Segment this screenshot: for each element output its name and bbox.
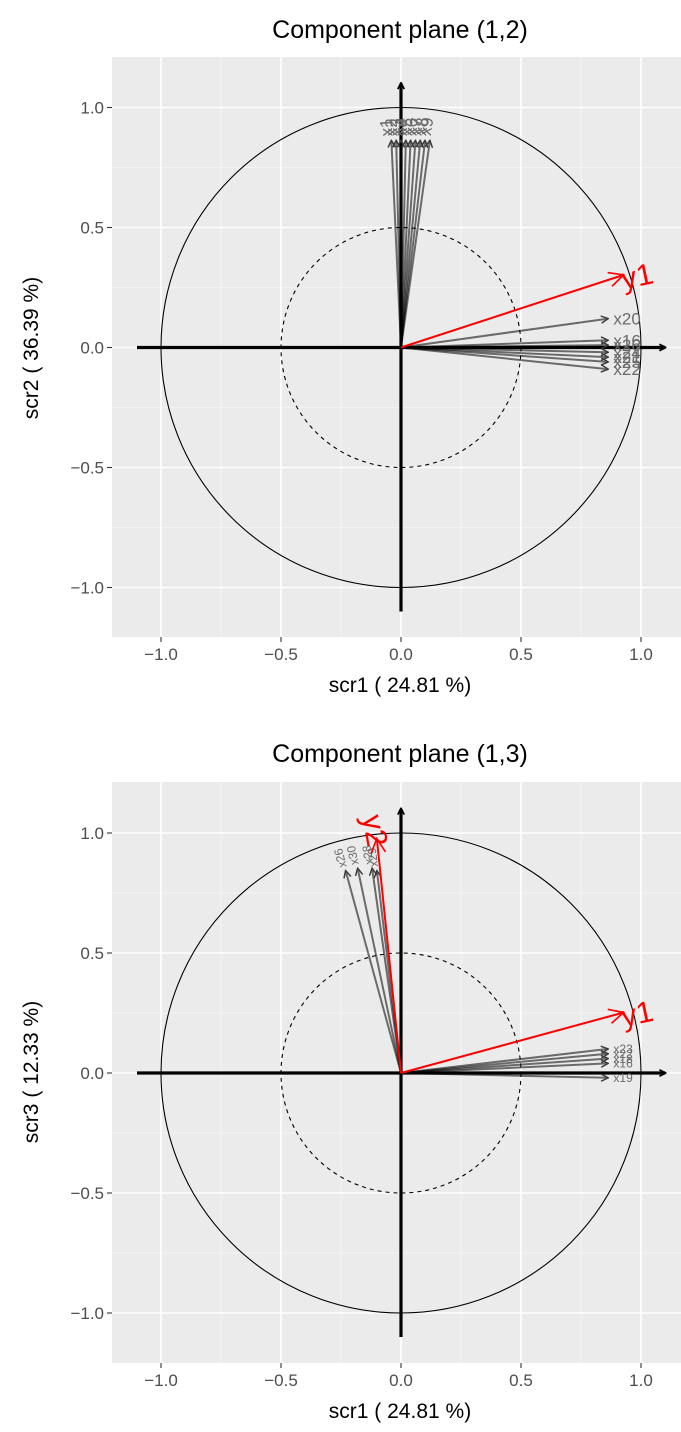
variable-label: x1 [377, 118, 397, 137]
variable-arrow [400, 346, 607, 362]
variable-label: x26 [331, 847, 350, 870]
x-axis-title: scr1 ( 24.81 %) [329, 674, 471, 697]
y-axis-title: scr2 ( 36.39 %) [20, 277, 43, 419]
variable-label: x16 [613, 1057, 633, 1071]
chart-title: Component plane (1,2) [272, 16, 528, 44]
response-label: y1 [618, 257, 656, 296]
response-arrow [377, 840, 402, 1074]
x-tick-label: 1.0 [629, 645, 653, 664]
variable-label: x9 [416, 116, 437, 136]
variable-label: x18 [613, 1052, 633, 1066]
y-axis-title: scr3 ( 12.33 %) [20, 1001, 43, 1143]
variable-label: x26 [613, 336, 640, 355]
minor-gridlines [112, 782, 681, 1363]
variable-label: x6 [401, 117, 421, 136]
x-tick-label: −1.0 [144, 645, 178, 664]
y-tick-label: 1.0 [80, 99, 104, 118]
component-plane-1-2: Component plane (1,2) x1x2x3x4x5x6x7x8x9… [20, 16, 681, 697]
variable-arrow [400, 319, 607, 349]
variable-label: x3 [387, 118, 406, 136]
response-arrow [400, 1013, 622, 1074]
response-arrows: y1 [400, 257, 656, 349]
y-tick-label: 0.5 [80, 944, 104, 963]
variable-label: x5 [397, 117, 417, 136]
response-arrows: y1 y2 [355, 812, 656, 1074]
x-tick-label: 1.0 [629, 1371, 653, 1390]
chart-title: Component plane (1,3) [272, 740, 528, 768]
variable-label: x30 [344, 844, 362, 866]
variable-label: x19 [613, 1071, 633, 1085]
y-tick-label: 0.0 [80, 1064, 104, 1083]
y-tick-label: −0.5 [70, 459, 104, 478]
y-tick-label: 0.5 [80, 219, 104, 238]
variable-label: x22 [613, 360, 640, 379]
component-plane-1-3: Component plane (1,3) x26x30x28x29x23x22… [20, 740, 681, 1423]
response-label: y2 [355, 812, 393, 849]
y-tick-label: 0.0 [80, 339, 104, 358]
variable-label: x21 [613, 348, 640, 367]
variable-label: x22 [613, 1047, 633, 1061]
variable-arrow [400, 141, 430, 348]
variable-label: x24 [613, 343, 640, 362]
variable-label: x20 [613, 310, 640, 329]
y-tick-label: −0.5 [70, 1184, 104, 1203]
variable-arrow [358, 869, 402, 1074]
axis-ticks: −1.0 −0.5 0.0 0.5 1.0 −1.0 −0.5 0.0 0.5 1.0 [70, 99, 652, 665]
response-label: y1 [618, 995, 656, 1034]
x-axis-title: scr1 ( 24.81 %) [329, 1400, 471, 1423]
x-tick-label: −1.0 [144, 1371, 178, 1390]
variable-label: x25 [613, 353, 640, 372]
x-tick-label: 0.0 [389, 645, 413, 664]
variable-arrow [400, 345, 607, 347]
response-arrow [400, 276, 622, 349]
x-tick-label: 0.5 [509, 1371, 533, 1390]
variable-arrow [346, 871, 402, 1074]
axis-ticks: −1.0 −0.5 0.0 0.5 1.0 −1.0 −0.5 0.0 0.5 1.0 [70, 824, 652, 1390]
x-tick-label: −0.5 [264, 645, 298, 664]
variable-label: x8 [411, 117, 432, 137]
x-tick-label: 0.0 [389, 1371, 413, 1390]
variable-arrow [400, 1072, 607, 1078]
y-tick-label: −1.0 [70, 1304, 104, 1323]
x-tick-label: −0.5 [264, 1371, 298, 1390]
variable-arrow [400, 1063, 607, 1074]
variable-label: x16 [613, 331, 640, 350]
variable-label: x4 [392, 118, 411, 136]
y-tick-label: −1.0 [70, 579, 104, 598]
x-tick-label: 0.5 [509, 645, 533, 664]
variable-label: x2 [382, 118, 401, 136]
variable-label: x7 [406, 117, 427, 137]
y-tick-label: 1.0 [80, 824, 104, 843]
variable-label: x23 [613, 1042, 633, 1056]
variable-arrow [400, 346, 607, 370]
